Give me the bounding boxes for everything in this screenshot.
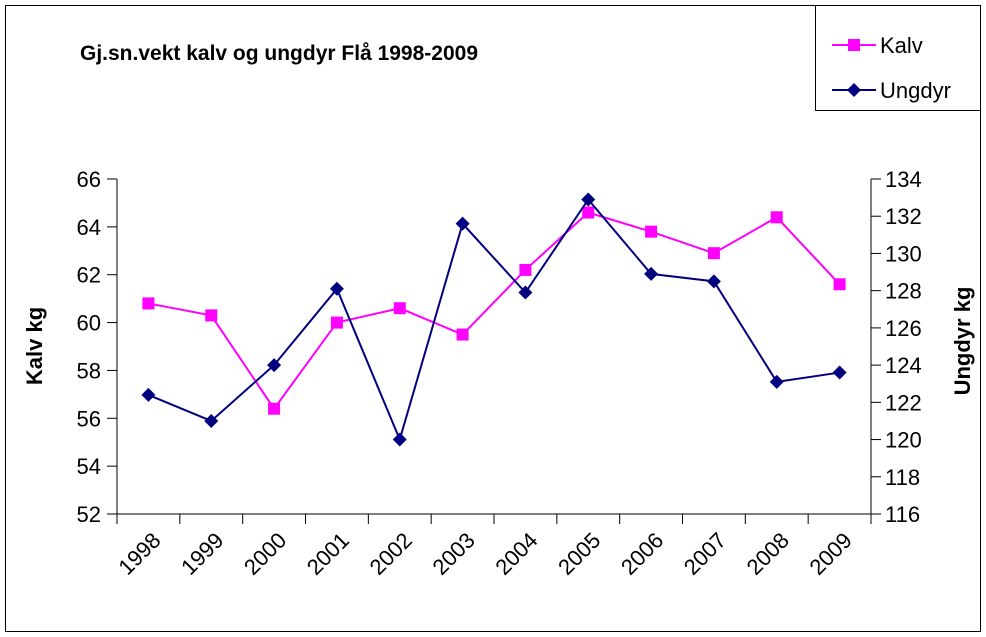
y2-tick-label: 132 (885, 204, 922, 229)
y-tick-label: 60 (77, 311, 101, 336)
y2-axis-title: Ungdyr kg (950, 287, 975, 396)
point (518, 285, 533, 300)
point (204, 413, 219, 428)
point (329, 281, 344, 296)
legend-label: Kalv (880, 33, 923, 58)
y-tick-label: 66 (77, 167, 101, 192)
point (706, 274, 721, 289)
chart-title: Gj.sn.vekt kalv og ungdyr Flå 1998-2009 (80, 42, 478, 65)
point (848, 39, 860, 51)
point (770, 211, 783, 224)
point (456, 328, 469, 341)
point (847, 83, 861, 97)
point (392, 432, 407, 447)
point (455, 216, 470, 231)
point (644, 266, 659, 281)
point (581, 192, 596, 207)
y-tick-label: 56 (77, 406, 101, 431)
series-line (148, 197, 840, 443)
y-tick-label: 52 (77, 502, 101, 527)
y2-tick-label: 118 (885, 465, 920, 490)
y2-tick-label: 116 (885, 502, 920, 527)
y2-tick-label: 128 (885, 279, 922, 304)
y-tick-label: 64 (77, 215, 101, 240)
y2-tick-label: 134 (885, 167, 922, 192)
point (267, 358, 282, 373)
series-line (148, 211, 841, 411)
point (832, 365, 847, 380)
point (582, 206, 595, 219)
point (519, 263, 532, 276)
point (330, 316, 343, 329)
legend-label: Ungdyr (880, 78, 951, 103)
y2-tick-label: 124 (885, 353, 922, 378)
point (141, 387, 156, 402)
y-tick-label: 62 (77, 263, 101, 288)
y2-tick-label: 120 (885, 428, 922, 453)
legend-box (815, 5, 981, 111)
point (393, 302, 406, 315)
point (833, 278, 846, 291)
y-tick-label: 54 (77, 454, 101, 479)
point (707, 247, 720, 260)
point (142, 297, 155, 310)
point (268, 402, 281, 415)
y-tick-label: 58 (77, 358, 101, 383)
point (205, 309, 218, 322)
point (769, 374, 784, 389)
y2-tick-label: 130 (885, 241, 922, 266)
point (645, 225, 658, 238)
y-axis-title: Kalv kg (22, 307, 47, 385)
y2-tick-label: 122 (885, 390, 922, 415)
y2-tick-label: 126 (885, 316, 922, 341)
